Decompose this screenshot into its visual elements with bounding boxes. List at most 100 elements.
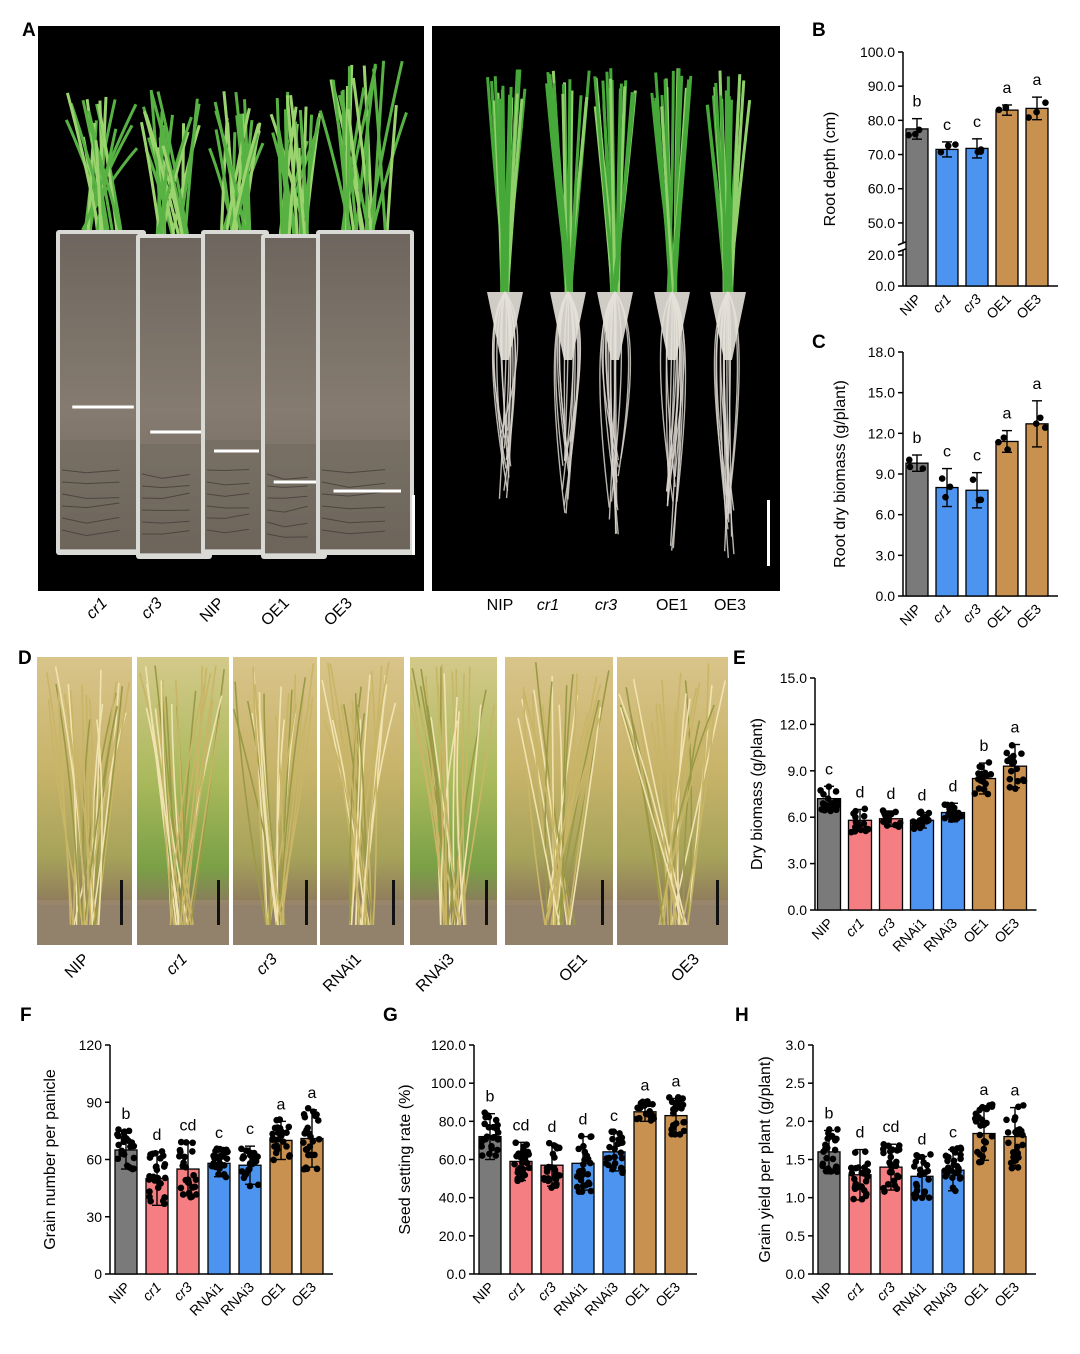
data-point: [1007, 1159, 1015, 1167]
x-tick-label: OE3: [1013, 601, 1044, 632]
y-tick-label: 0.0: [876, 588, 896, 604]
panel-letter-a: A: [22, 20, 36, 41]
data-point: [114, 1155, 122, 1163]
data-point: [894, 1172, 901, 1180]
data-point: [303, 1127, 310, 1134]
data-point: [478, 1138, 486, 1145]
significance-letter: a: [1033, 72, 1042, 89]
data-point: [680, 1127, 688, 1135]
data-point: [1042, 99, 1049, 106]
data-point: [1008, 742, 1016, 749]
data-point: [161, 1174, 169, 1182]
data-point: [552, 1170, 560, 1178]
data-point: [925, 809, 933, 817]
significance-letter: d: [949, 778, 958, 795]
bar: [905, 128, 929, 287]
bar: [971, 777, 997, 911]
data-point: [269, 1130, 276, 1138]
data-point: [944, 1164, 952, 1172]
y-axis-label: Root depth (cm): [822, 112, 839, 227]
y-tick-label: 80.0: [868, 112, 895, 128]
x-tick-label: NIP: [469, 1279, 497, 1307]
data-point: [942, 1173, 949, 1180]
data-point: [525, 1164, 533, 1172]
data-point: [879, 1145, 887, 1153]
y-tick-label: 0.0: [876, 278, 896, 294]
data-point: [1018, 750, 1025, 757]
panel-letter: E: [733, 648, 746, 669]
data-point: [300, 1111, 308, 1118]
data-point: [892, 821, 899, 829]
data-point: [891, 1182, 899, 1189]
x-tick-label: RNAi3: [920, 1279, 960, 1319]
chart-panel-e: E 0.0 3.0 6.0 9.0 12.0 15.0 Dry biomass (g/plan…: [733, 648, 1037, 955]
significance-letter: c: [949, 1125, 957, 1142]
data-point: [824, 795, 832, 802]
bar: [935, 148, 959, 287]
data-point: [913, 1151, 920, 1159]
data-point: [285, 1123, 293, 1131]
data-point: [924, 1167, 932, 1175]
data-point: [974, 1148, 981, 1156]
significance-letter: c: [246, 1121, 254, 1138]
data-point: [518, 1159, 526, 1167]
data-point: [925, 1194, 933, 1201]
data-point: [681, 1118, 688, 1126]
significance-letter: b: [913, 430, 922, 447]
data-point: [944, 1157, 951, 1165]
data-point: [1006, 775, 1014, 783]
significance-letter: c: [610, 1108, 618, 1125]
data-point: [1005, 1139, 1012, 1147]
y-tick-label: 60: [86, 1152, 102, 1168]
significance-letter: d: [856, 1125, 865, 1142]
bar: [633, 1111, 657, 1275]
data-point: [254, 1181, 262, 1189]
data-point: [977, 148, 985, 155]
data-point: [860, 1187, 868, 1194]
significance-letter: c: [943, 117, 951, 134]
root-plant-label: cr1: [537, 597, 559, 614]
data-point: [1016, 1126, 1023, 1133]
data-point: [921, 1189, 928, 1196]
significance-letter: c: [215, 1125, 223, 1142]
data-point: [1025, 114, 1032, 121]
data-point: [971, 790, 979, 797]
data-point: [915, 819, 923, 827]
significance-letter: a: [1003, 406, 1012, 423]
significance-letter: c: [973, 114, 981, 131]
significance-letter: cd: [883, 1119, 900, 1136]
data-point: [478, 1152, 486, 1159]
x-tick-label: RNAi3: [217, 1279, 257, 1319]
data-point: [892, 808, 899, 816]
data-point: [829, 1155, 837, 1163]
data-point: [115, 1141, 122, 1149]
data-point: [585, 1179, 592, 1186]
significance-letter: a: [277, 1096, 286, 1113]
data-point: [1014, 777, 1022, 785]
data-point: [315, 1135, 323, 1143]
data-point: [130, 1154, 138, 1162]
x-tick-label: NIP: [808, 1279, 836, 1307]
y-tick-label: 0.5: [786, 1228, 806, 1244]
data-point: [576, 1168, 583, 1175]
data-point: [950, 1157, 958, 1165]
panel-d-field-photos: [37, 657, 728, 945]
data-point: [147, 1151, 154, 1158]
data-point: [307, 1133, 314, 1141]
y-tick-label: 6.0: [876, 507, 896, 523]
y-tick-label: 12.0: [868, 425, 895, 441]
data-point: [957, 1155, 964, 1163]
data-point: [955, 1168, 962, 1175]
data-point: [238, 1168, 246, 1175]
data-point: [988, 1132, 996, 1140]
y-tick-label: 80.0: [439, 1113, 466, 1129]
significance-letter: cd: [180, 1117, 197, 1134]
data-point: [525, 1151, 533, 1158]
panel-a-root-photo: [432, 26, 780, 591]
data-point: [490, 1134, 497, 1141]
data-point: [545, 1177, 552, 1185]
data-point: [220, 1162, 228, 1169]
y-tick-label: 0: [94, 1266, 102, 1282]
data-point: [976, 1131, 984, 1139]
data-point: [881, 1188, 888, 1195]
